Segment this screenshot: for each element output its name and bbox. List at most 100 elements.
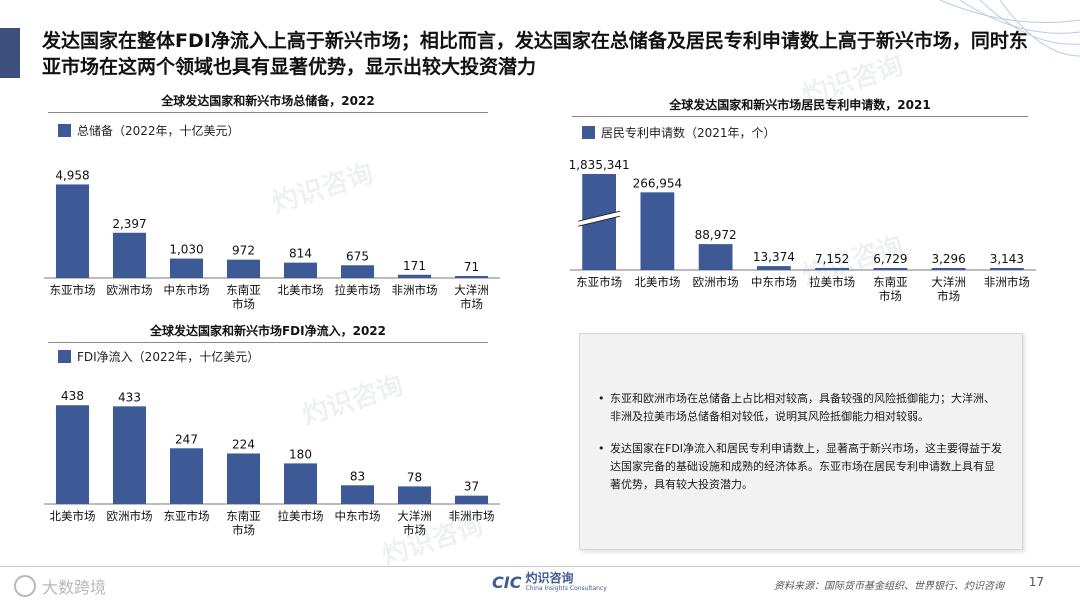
chart-title-rule: [572, 116, 1028, 117]
category-label: 大洋洲: [454, 283, 489, 297]
data-label: 88,972: [695, 228, 737, 242]
category-label: 北美市场: [634, 275, 680, 289]
data-label: 83: [350, 469, 365, 483]
data-label: 266,954: [633, 176, 683, 190]
bar: [989, 268, 1024, 270]
note-item: 发达国家在FDI净流入和居民专利申请数上，显著高于新兴市场，这主要得益于发达国家…: [598, 440, 1004, 494]
category-label: 东亚市场: [50, 283, 96, 297]
category-label: 东亚市场: [576, 275, 622, 289]
bar: [815, 267, 850, 270]
bar: [283, 262, 318, 278]
decorative-lines: [939, 0, 1080, 57]
data-label: 78: [407, 470, 422, 484]
data-label: 1,030: [169, 243, 203, 257]
brand-ring-icon: [14, 575, 36, 597]
category-label: 市场: [403, 523, 426, 537]
bar: [169, 258, 204, 278]
bar: [340, 485, 375, 504]
category-label: 东南亚: [873, 275, 908, 289]
category-label: 非洲市场: [984, 275, 1030, 289]
data-label: 2,397: [112, 217, 146, 231]
cic-logo: CIC 灼识咨询 China Insights Consultancy: [492, 572, 607, 593]
legend-fdi: FDI净流入（2022年，十亿美元）: [58, 348, 259, 365]
bar: [454, 276, 489, 278]
data-label: 433: [118, 390, 141, 404]
data-label: 1,835,341: [569, 158, 630, 172]
chart-title-rule: [48, 112, 488, 113]
category-label: 中东市场: [335, 509, 381, 523]
footer-rule: [0, 566, 1080, 567]
axis-break-line: [578, 210, 621, 222]
category-label: 市场: [937, 289, 960, 303]
category-label: 北美市场: [278, 283, 324, 297]
axis-break-line: [578, 215, 621, 227]
category-label: 拉美市场: [335, 283, 381, 297]
cic-logo-mark: CIC: [492, 573, 522, 592]
watermark-brand-text: 大数跨境: [42, 578, 107, 597]
legend-label: FDI净流入（2022年，十亿美元）: [77, 350, 260, 364]
bar: [226, 453, 261, 504]
source-note: 资料来源：国际货币基金组织、世界银行、灼识咨询: [774, 581, 1004, 592]
category-label: 东南亚: [226, 283, 261, 297]
chart-title-rule: [48, 342, 488, 343]
data-label: 6,729: [873, 252, 907, 266]
data-label: 180: [289, 447, 312, 461]
legend-patents: 居民专利申请数（2021年，个）: [582, 124, 776, 141]
chart-title-fdi: 全球发达国家和新兴市场FDI净流入，2022: [149, 324, 387, 338]
category-label: 大洋洲: [931, 275, 966, 289]
page-number: 17: [1028, 575, 1044, 589]
chart-patents: 1,835,341 东亚市场 266,954 北美市场 88,972 欧洲市场 13,374…: [569, 158, 1036, 303]
data-label: 3,296: [931, 252, 965, 266]
category-label: 欧洲市场: [107, 283, 153, 297]
data-label: 247: [175, 432, 198, 446]
bar: [873, 268, 908, 270]
category-label: 欧洲市场: [107, 509, 153, 523]
category-label: 市场: [460, 297, 483, 311]
legend-label: 总储备（2022年，十亿美元）: [77, 124, 240, 138]
category-label: 东亚市场: [164, 509, 210, 523]
bar: [112, 232, 147, 278]
data-label: 814: [289, 247, 312, 261]
data-label: 972: [232, 244, 255, 258]
data-label: 13,374: [753, 250, 795, 264]
data-label: 438: [61, 389, 84, 403]
category-label: 市场: [879, 289, 902, 303]
bar: [169, 448, 204, 504]
category-label: 欧洲市场: [693, 275, 739, 289]
bar: [454, 495, 489, 504]
data-label: 3,143: [990, 252, 1024, 266]
bar: [226, 259, 261, 278]
category-label: 北美市场: [50, 509, 96, 523]
bar: [640, 192, 675, 270]
bar: [340, 265, 375, 278]
bar: [55, 184, 90, 278]
axis-break-mark: [578, 211, 621, 227]
data-label: 675: [346, 249, 369, 263]
notes-box: 东亚和欧洲市场在总储备上占比相对较高，具备较强的风险抵御能力；大洋洲、非洲及拉美…: [579, 333, 1023, 550]
bar: [397, 486, 432, 504]
category-label: 非洲市场: [392, 283, 438, 297]
data-label: 4,958: [55, 168, 89, 182]
legend-swatch: [58, 124, 71, 137]
legend-swatch: [582, 126, 595, 139]
bar: [112, 406, 147, 504]
category-label: 大洋洲: [397, 509, 432, 523]
title-accent-bar: [0, 28, 20, 78]
legend-label: 居民专利申请数（2021年，个）: [601, 126, 776, 140]
category-label: 非洲市场: [449, 509, 495, 523]
bar: [931, 268, 966, 270]
data-label: 71: [464, 260, 479, 274]
note-item: 东亚和欧洲市场在总储备上占比相对较高，具备较强的风险抵御能力；大洋洲、非洲及拉美…: [598, 390, 1004, 426]
category-label: 市场: [232, 523, 255, 537]
bar: [283, 463, 318, 504]
chart-title-reserves: 全球发达国家和新兴市场总储备，2022: [161, 94, 375, 108]
category-label: 东南亚: [226, 509, 261, 523]
data-label: 37: [464, 480, 479, 494]
bar: [756, 266, 791, 270]
bar: [397, 274, 432, 278]
category-label: 市场: [232, 297, 255, 311]
data-label: 171: [403, 259, 426, 273]
chart-title-patents: 全球发达国家和新兴市场居民专利申请数，2021: [669, 98, 931, 112]
